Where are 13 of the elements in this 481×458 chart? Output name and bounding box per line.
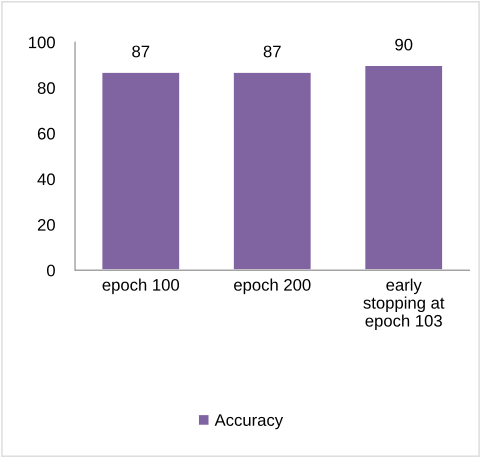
x-tick-label: early stopping at epoch 103 (363, 278, 444, 330)
data-label: 87 (132, 46, 150, 58)
legend-label: Accuracy (214, 414, 284, 430)
y-tick-label: 100 (29, 36, 55, 48)
y-tick-label: 0 (46, 264, 55, 276)
y-tick-label: 20 (38, 219, 55, 231)
data-label: 90 (395, 38, 412, 51)
data-label: 87 (264, 46, 281, 58)
x-tick-label: epoch 100 (102, 278, 180, 294)
y-tick-label: 40 (37, 173, 55, 186)
y-tick-label: 60 (38, 128, 55, 140)
x-tick-label: epoch 200 (234, 278, 311, 294)
y-tick-label: 80 (38, 82, 55, 94)
